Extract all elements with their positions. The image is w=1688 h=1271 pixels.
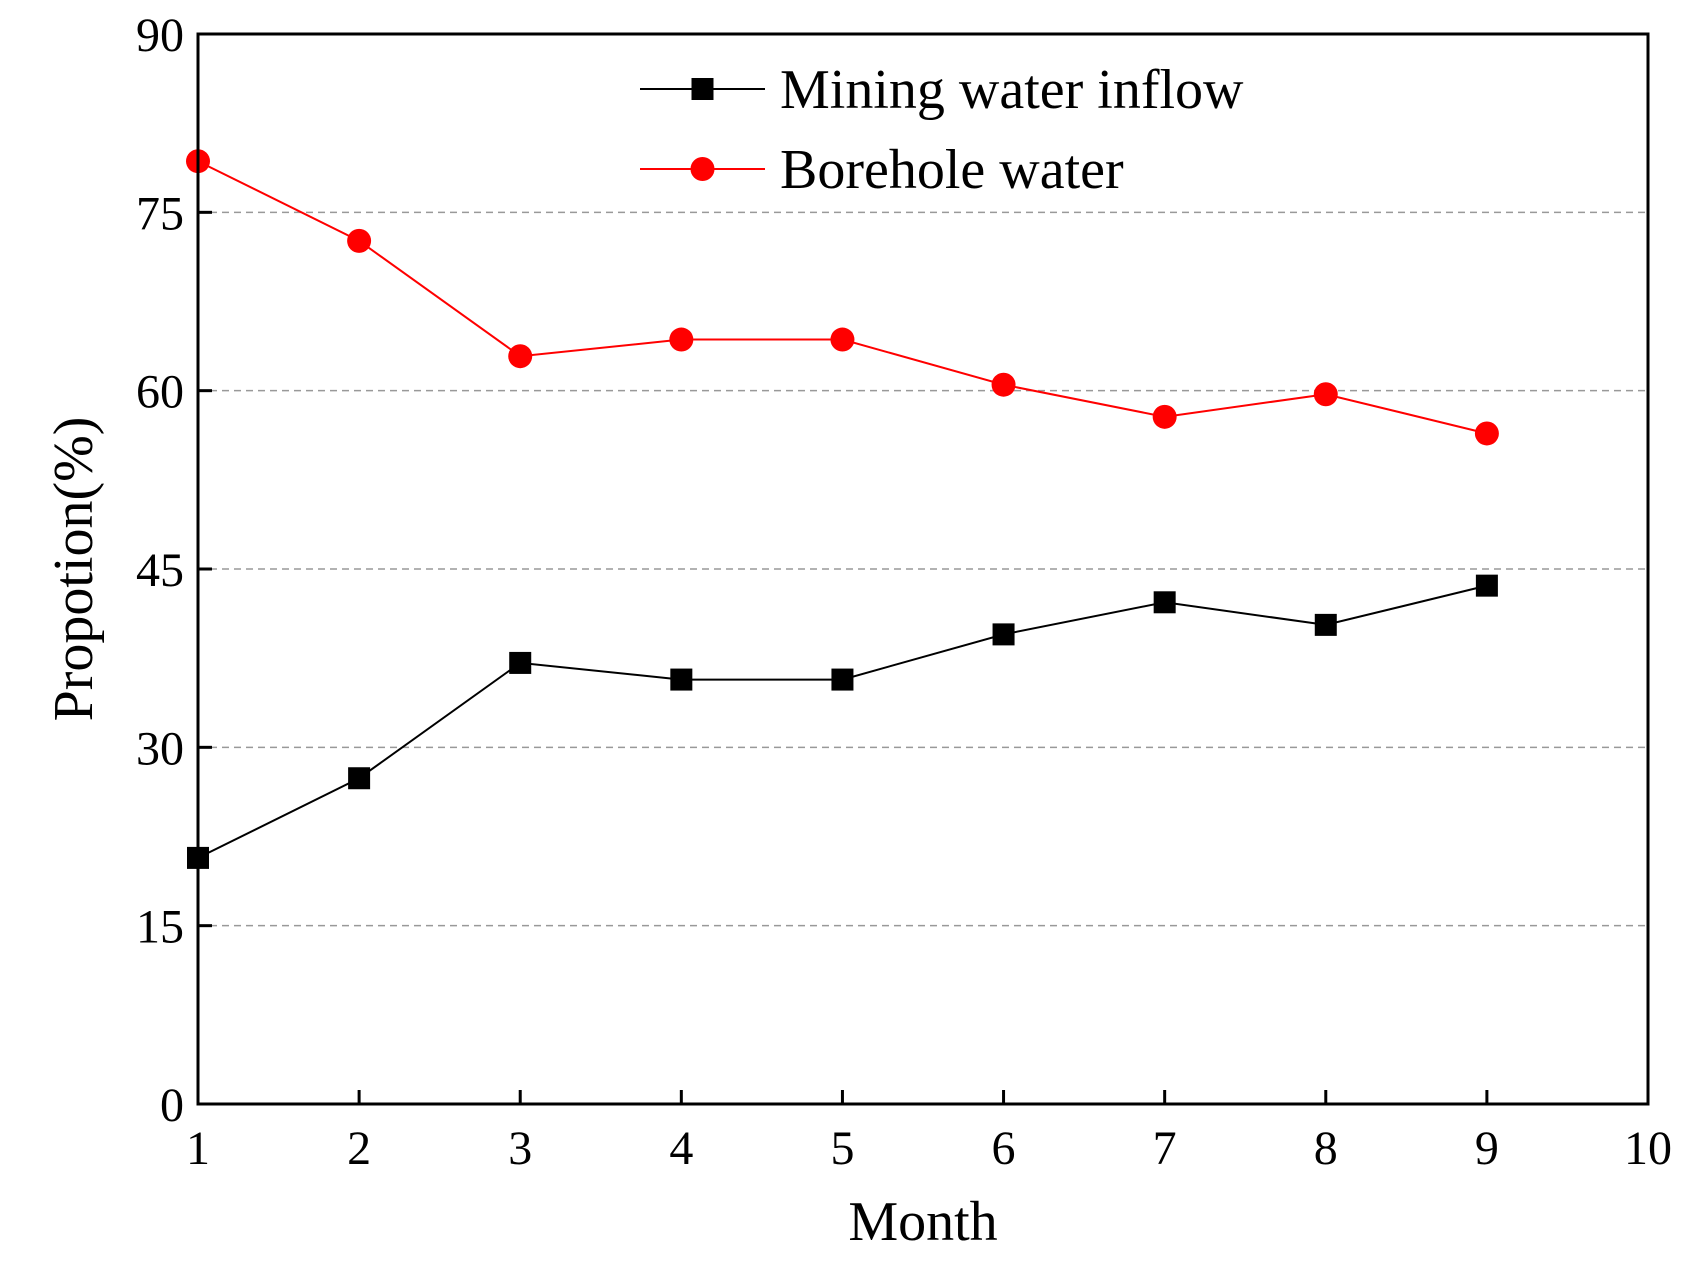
- data-point-borehole-water-9: [1474, 421, 1499, 446]
- legend-item-mining-water-inflow: Mining water inflow: [640, 59, 1244, 121]
- x-tick-label-5: 5: [830, 1122, 854, 1175]
- y-tick-label-15: 15: [136, 901, 184, 954]
- data-point-mining-water-inflow-6: [992, 623, 1015, 646]
- data-point-mining-water-inflow-8: [1314, 613, 1337, 636]
- x-axis-title: Month: [848, 1191, 997, 1253]
- data-point-borehole-water-3: [508, 344, 533, 369]
- legend: Mining water inflow Borehole water: [640, 59, 1244, 201]
- data-point-borehole-water-7: [1152, 404, 1177, 429]
- series-borehole-water: [186, 149, 1499, 446]
- data-point-borehole-water-6: [991, 372, 1016, 397]
- x-tick-label-9: 9: [1475, 1122, 1499, 1175]
- data-point-mining-water-inflow-2: [348, 767, 371, 790]
- x-tick-label-6: 6: [992, 1122, 1016, 1175]
- y-tick-label-75: 75: [136, 187, 184, 240]
- legend-label-mining-water-inflow: Mining water inflow: [780, 59, 1244, 121]
- x-tick-label-8: 8: [1314, 1122, 1338, 1175]
- series-mining-water-inflow: [187, 574, 1498, 869]
- legend-label-borehole-water: Borehole water: [780, 139, 1124, 201]
- data-point-mining-water-inflow-4: [670, 668, 693, 691]
- y-tick-label-45: 45: [136, 544, 184, 597]
- x-tick-label-7: 7: [1153, 1122, 1177, 1175]
- data-point-mining-water-inflow-7: [1153, 591, 1176, 614]
- y-tick-label-60: 60: [136, 366, 184, 419]
- legend-item-borehole-water: Borehole water: [640, 139, 1124, 201]
- x-tick-label-10: 10: [1624, 1122, 1672, 1175]
- data-point-mining-water-inflow-5: [831, 668, 854, 691]
- x-tick-label-2: 2: [347, 1122, 371, 1175]
- data-point-mining-water-inflow-9: [1475, 574, 1498, 597]
- data-point-borehole-water-4: [669, 327, 694, 352]
- series-layer: [186, 149, 1499, 869]
- data-point-borehole-water-2: [347, 228, 372, 253]
- y-tick-label-0: 0: [160, 1079, 184, 1132]
- data-point-mining-water-inflow-3: [509, 651, 532, 674]
- legend-marker-borehole-water: [690, 157, 715, 181]
- data-point-borehole-water-5: [830, 327, 855, 352]
- y-tick-label-90: 90: [136, 9, 184, 62]
- x-tick-label-3: 3: [508, 1122, 532, 1175]
- y-axis-title: Propotion(%): [43, 417, 105, 722]
- x-tick-label-4: 4: [669, 1122, 693, 1175]
- data-point-borehole-water-8: [1313, 382, 1338, 407]
- grid-lines: [198, 211, 1648, 927]
- legend-marker-mining-water-inflow: [691, 78, 714, 100]
- x-tick-label-1: 1: [186, 1122, 210, 1175]
- y-tick-label-30: 30: [136, 722, 184, 775]
